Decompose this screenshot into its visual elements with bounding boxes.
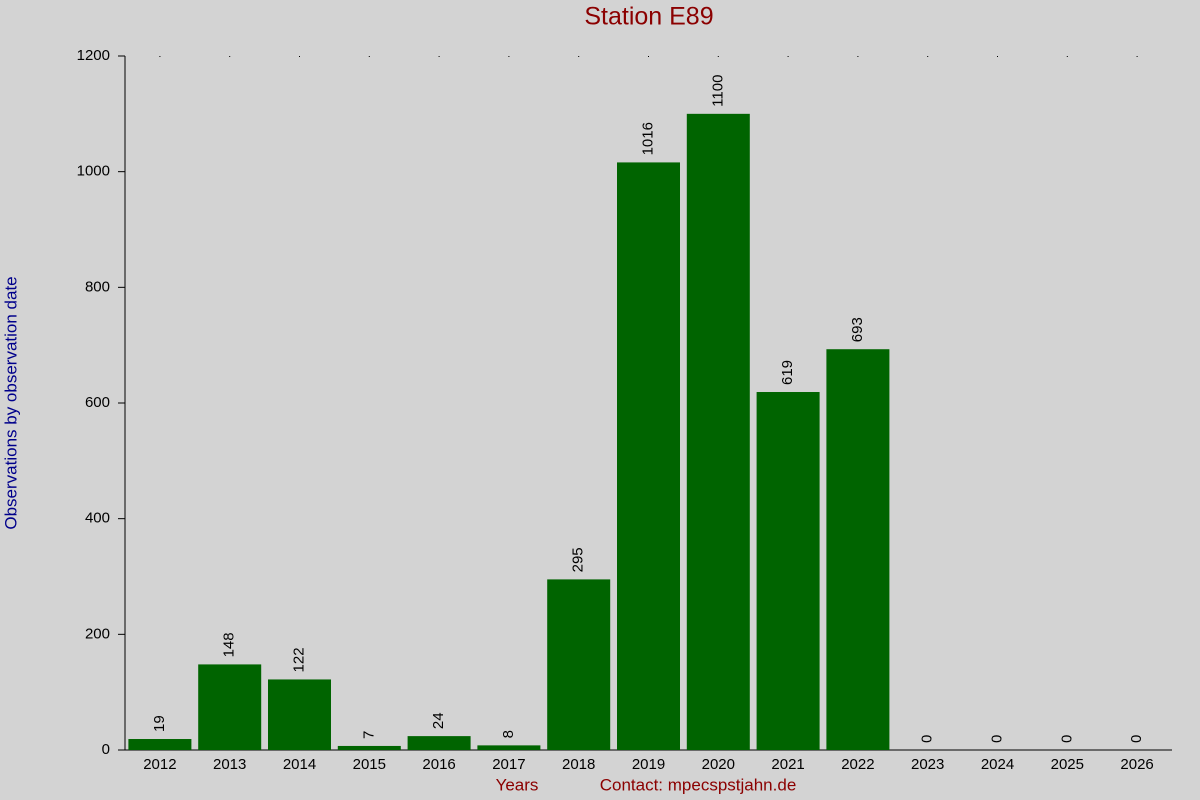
bar [547,579,611,750]
bar [477,745,541,750]
value-label: 295 [570,547,587,572]
x-tick-label: 2018 [562,756,595,773]
y-tick-label: 200 [85,625,110,642]
value-label: 122 [290,647,307,672]
x-tick-label: 2025 [1051,756,1084,773]
x-tick-label: 2015 [353,756,386,773]
x-tick-label: 2024 [981,756,1014,773]
value-label: 7 [360,731,377,739]
x-tick-label: 2013 [213,756,246,773]
bar [617,162,680,750]
bar [128,739,192,750]
bar [826,349,890,750]
y-tick-label: 0 [102,741,110,758]
bar [407,736,471,750]
y-tick-label: 400 [85,510,110,527]
value-label: 8 [500,730,517,738]
x-tick-label: 2020 [702,756,735,773]
x-tick-label: 2023 [911,756,944,773]
y-tick-label: 1200 [77,47,110,64]
y-tick-label: 600 [85,394,110,411]
x-tick-label: 2016 [422,756,455,773]
x-tick-label: 2017 [492,756,525,773]
value-label: 619 [779,360,796,385]
value-label: 0 [988,735,1005,743]
y-tick-label: 800 [85,278,110,295]
x-tick-label: 2012 [143,756,176,773]
y-axis-title: Observations by observation date [1,276,20,529]
x-tick-label: 2019 [632,756,665,773]
value-label: 0 [1128,735,1145,743]
value-label: 19 [151,715,168,732]
bar [198,664,262,750]
value-label: 0 [919,735,936,743]
value-label: 24 [430,712,447,729]
x-tick-label: 2014 [283,756,316,773]
contact-note: Contact: mpecspstjahn.de [600,775,797,794]
x-tick-label: 2021 [771,756,804,773]
bar [756,392,820,750]
x-tick-label: 2022 [841,756,874,773]
value-label: 0 [1058,735,1075,743]
chart-title: Station E89 [584,3,713,31]
x-axis-title: Years [496,775,539,794]
x-tick-label: 2026 [1120,756,1153,773]
value-label: 1100 [709,75,726,107]
bar [686,113,750,751]
value-label: 693 [849,317,866,342]
value-label: 1016 [639,122,656,155]
y-tick-label: 1000 [77,163,110,180]
value-label: 148 [221,632,238,657]
bar [337,745,401,750]
bar [268,679,331,750]
